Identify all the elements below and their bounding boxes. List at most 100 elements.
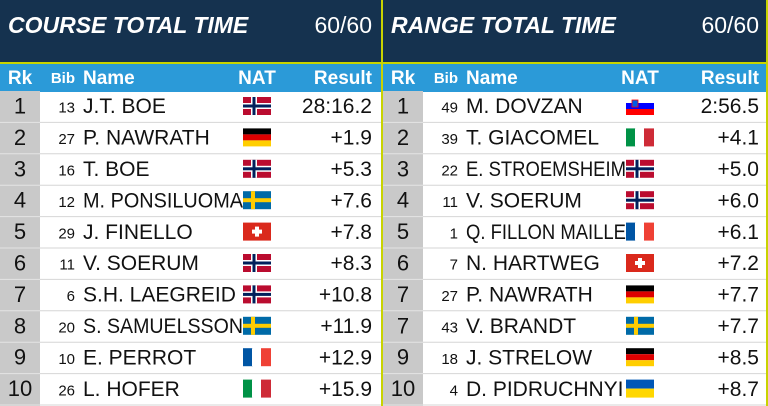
athlete-name: E. STROEMSHEIM [466, 158, 626, 181]
flag [243, 285, 271, 304]
athlete-name: N. HARTWEG [466, 252, 600, 275]
flag-part [626, 379, 654, 389]
bib: 11 [442, 194, 458, 211]
flag-part [626, 285, 654, 292]
column-label: Result [314, 68, 373, 89]
athlete-name: V. BRANDT [466, 315, 576, 338]
result: +7.8 [331, 221, 372, 244]
panel-count: 60/60 [314, 12, 372, 38]
flag [243, 316, 271, 335]
result: +6.0 [718, 189, 759, 212]
bib: 11 [59, 257, 75, 274]
flag-part [243, 323, 271, 328]
panel-header [383, 0, 768, 62]
rank: 10 [391, 376, 415, 401]
flag-part [243, 198, 271, 203]
athlete-name: S. SAMUELSSON [83, 315, 243, 338]
result: +7.7 [718, 315, 759, 338]
athlete-name: M. PONSILUOMA [83, 189, 243, 212]
bib: 6 [67, 288, 75, 305]
flag [626, 285, 654, 304]
rank: 9 [397, 345, 409, 370]
athlete-name: E. PERROT [83, 346, 196, 369]
result: 2:56.5 [701, 95, 759, 118]
flag-part [243, 104, 271, 108]
flag [243, 254, 271, 272]
bib: 39 [441, 131, 458, 148]
rank: 6 [397, 251, 409, 276]
rank: 5 [397, 219, 409, 244]
flag-part [626, 360, 654, 367]
result: +8.3 [331, 252, 372, 275]
flag-part [626, 198, 654, 202]
rank: 1 [397, 94, 409, 119]
column-header [0, 64, 381, 92]
flag-part [626, 348, 654, 355]
athlete-name: T. BOE [83, 158, 150, 181]
rank: 2 [14, 125, 26, 150]
result: +15.9 [319, 378, 372, 401]
column-label: Bib [51, 70, 75, 87]
bib: 29 [58, 225, 75, 242]
flag-part [631, 99, 639, 108]
result: +4.1 [718, 127, 759, 150]
bib: 7 [450, 257, 458, 274]
result: +5.3 [331, 158, 372, 181]
column-label: NAT [621, 68, 659, 89]
flag [626, 254, 654, 272]
flag-part [626, 297, 654, 304]
panel-count: 60/60 [701, 12, 759, 38]
flag-part [243, 348, 253, 367]
flag [243, 159, 271, 178]
rank: 10 [8, 376, 32, 401]
result: +6.1 [718, 221, 759, 244]
bib: 27 [441, 288, 458, 305]
flag-part [252, 229, 262, 234]
flag-part [243, 292, 271, 296]
result: +12.9 [319, 346, 372, 369]
result: +11.9 [320, 315, 372, 338]
flag-part [261, 348, 271, 367]
flag [243, 191, 271, 210]
result: +5.0 [718, 158, 759, 181]
column-label: Name [466, 68, 518, 89]
flag [243, 222, 271, 241]
result: +7.2 [718, 252, 759, 275]
column-label: Rk [391, 68, 416, 89]
column-label: Rk [8, 68, 33, 89]
flag-part [243, 128, 271, 135]
bib: 12 [58, 194, 75, 211]
flag [243, 379, 271, 398]
flag-part [626, 167, 654, 171]
column-header [383, 64, 768, 92]
column-label: NAT [238, 68, 276, 89]
result: +1.9 [331, 127, 372, 150]
flag-part [243, 140, 271, 147]
bib: 1 [450, 225, 458, 242]
panel-header [0, 0, 381, 62]
flag-part [252, 348, 262, 367]
flag [243, 348, 271, 367]
flag-part [644, 128, 654, 147]
result: +8.5 [718, 346, 759, 369]
flag [243, 97, 271, 115]
flag [243, 128, 271, 147]
athlete-name: J. FINELLO [83, 221, 193, 244]
column-label: Name [83, 68, 135, 89]
athlete-name: V. SOERUM [466, 189, 582, 212]
bib: 22 [441, 162, 458, 179]
bib: 16 [58, 162, 75, 179]
rank: 7 [397, 313, 409, 338]
flag-part [626, 291, 654, 298]
rank: 9 [14, 345, 26, 370]
flag-part [626, 109, 654, 115]
result: +8.7 [718, 378, 759, 401]
rank: 3 [14, 156, 26, 181]
flag-part [243, 167, 271, 171]
result: +10.8 [319, 284, 372, 307]
flag-part [626, 388, 654, 398]
bib: 43 [441, 319, 458, 336]
flag-part [644, 222, 654, 241]
athlete-name: L. HOFER [83, 378, 180, 401]
flag-part [252, 379, 262, 398]
